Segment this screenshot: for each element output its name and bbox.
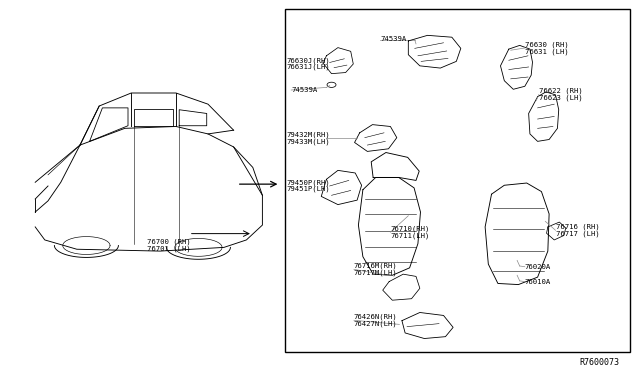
Text: 76710(RH): 76710(RH) (390, 225, 430, 232)
Text: 76010A: 76010A (525, 279, 551, 285)
Text: 76426N(RH): 76426N(RH) (354, 314, 397, 320)
Text: 76631 (LH): 76631 (LH) (525, 48, 568, 55)
Text: 76701 (LH): 76701 (LH) (147, 245, 191, 252)
Text: 76711(LH): 76711(LH) (390, 232, 430, 239)
Text: 76717M(LH): 76717M(LH) (354, 269, 397, 276)
Text: 74539A: 74539A (291, 87, 317, 93)
Text: 76020A: 76020A (525, 264, 551, 270)
Text: 76630J(RH): 76630J(RH) (287, 57, 330, 64)
Text: 76427N(LH): 76427N(LH) (354, 320, 397, 327)
Bar (285, 9, 630, 352)
Text: 76630 (RH): 76630 (RH) (525, 41, 568, 48)
Text: 76716M(RH): 76716M(RH) (354, 263, 397, 269)
Text: 76631J(LH): 76631J(LH) (287, 64, 330, 70)
Text: 79433M(LH): 79433M(LH) (287, 138, 330, 145)
Text: R7600073: R7600073 (580, 358, 620, 367)
Text: 76700 (RH): 76700 (RH) (147, 238, 191, 245)
Text: 74539A: 74539A (381, 36, 407, 42)
Text: 76622 (RH): 76622 (RH) (539, 88, 582, 94)
Text: 79451P(LH): 79451P(LH) (287, 186, 330, 192)
Text: 76716 (RH): 76716 (RH) (556, 224, 599, 230)
Text: 76623 (LH): 76623 (LH) (539, 94, 582, 101)
Text: 79432M(RH): 79432M(RH) (287, 131, 330, 138)
Text: 76717 (LH): 76717 (LH) (556, 230, 599, 237)
Text: 79450P(RH): 79450P(RH) (287, 179, 330, 186)
